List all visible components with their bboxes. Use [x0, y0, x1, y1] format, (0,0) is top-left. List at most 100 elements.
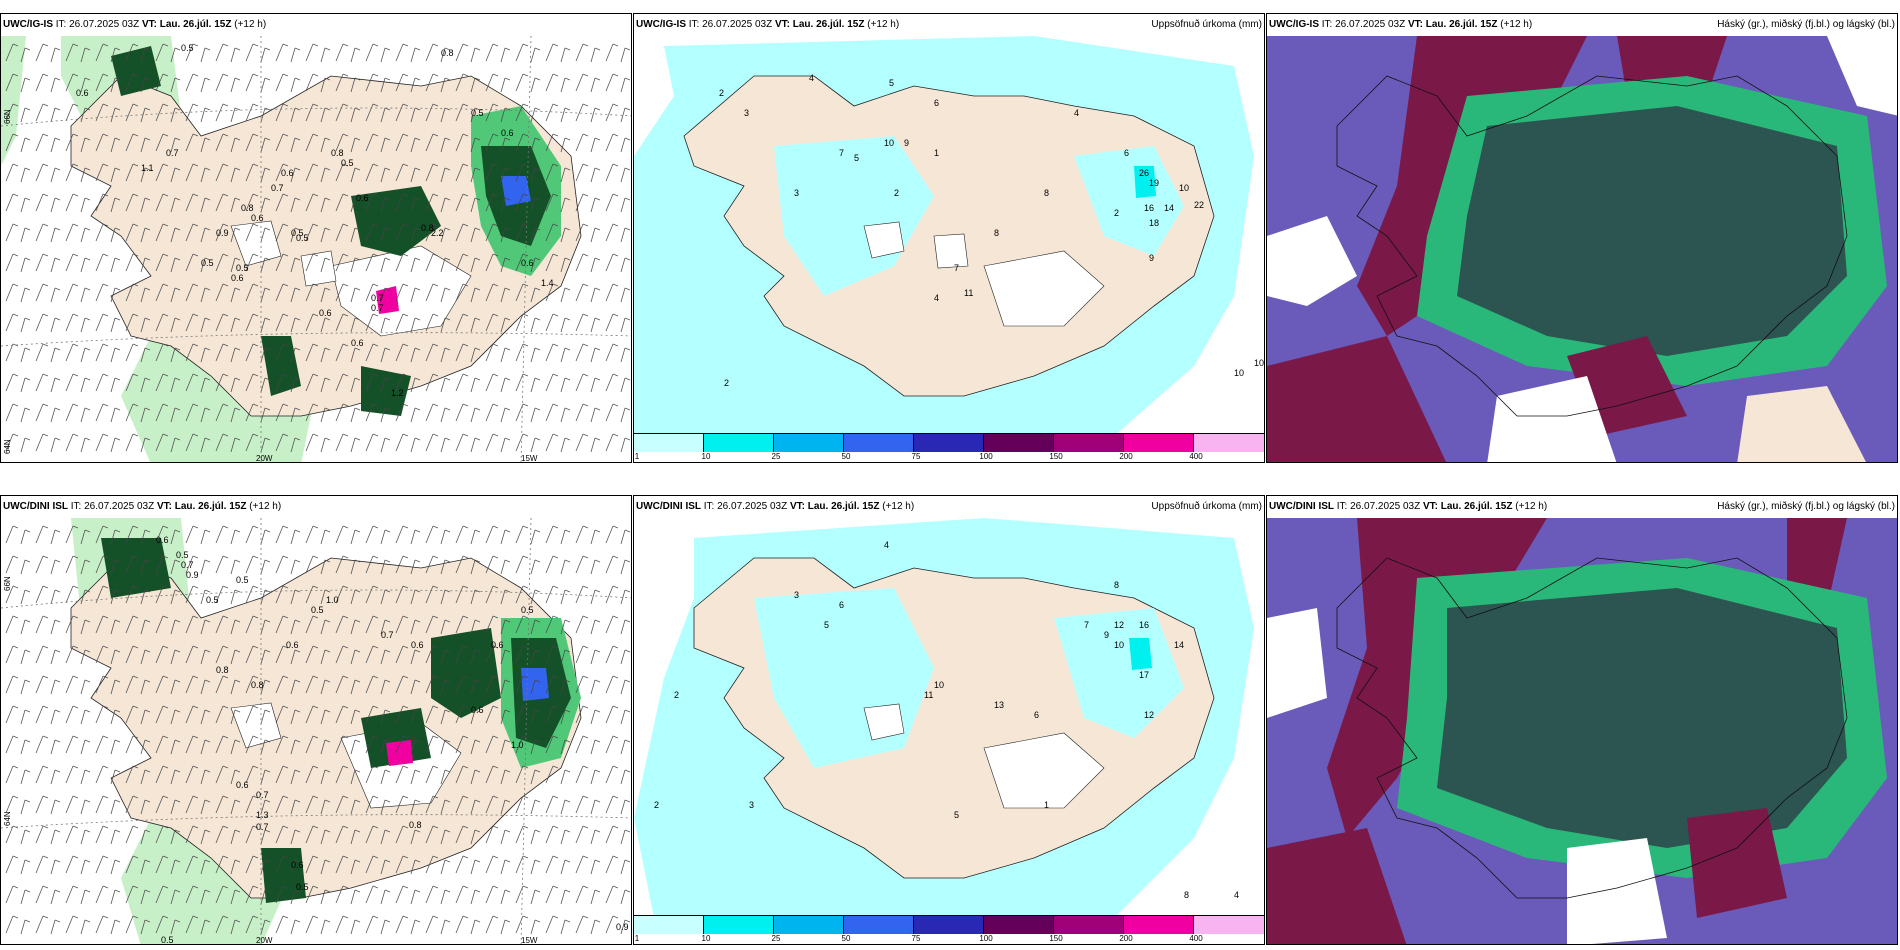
- init-label: IT:: [1336, 501, 1348, 512]
- colorbar-swatch: [1054, 434, 1124, 452]
- colorbar-swatch: [704, 916, 774, 934]
- valid-time: Lau. 26.júl. 15Z: [1440, 501, 1513, 512]
- value-label: 0.7: [371, 293, 384, 303]
- cloud-maroon-inner: [1687, 808, 1787, 918]
- cloud-maroon-south: [1267, 828, 1407, 944]
- value-label: 6: [1124, 148, 1129, 158]
- colorbar-label: 75: [911, 452, 921, 461]
- colorbar-label: 75: [911, 934, 921, 943]
- precip-values: 0.6 0.7 0.9 0.5 0.5 1.0 0.6 0.5 0.8 0.7 …: [156, 535, 629, 945]
- colorbar-label: 1: [634, 452, 640, 461]
- value-label: 4: [1234, 890, 1239, 900]
- value-label: 0.6: [351, 338, 364, 348]
- value-label: 0.7: [271, 183, 284, 193]
- coastline: [1336, 75, 1848, 417]
- panel-bottom-left-wind-precip: UWC/DINI ISL IT: 26.07.2025 03Z VT: Lau.…: [0, 495, 632, 945]
- value-label: 0.8: [241, 203, 254, 213]
- wind-barbs: [1, 36, 631, 462]
- lat-line-66n: [1, 589, 631, 609]
- colorbar-swatch: [1194, 434, 1264, 452]
- colorbar-label: 100: [979, 934, 993, 943]
- valid-label: VT:: [1407, 19, 1423, 30]
- lat-label-66n: 66N: [3, 109, 12, 124]
- value-label: 12: [1144, 710, 1154, 720]
- precip-area-peak: [1129, 638, 1152, 670]
- lead-time: (+12 h): [1515, 501, 1548, 512]
- value-label: 0.7: [381, 630, 394, 640]
- init-time: 26.07.2025 03Z: [1335, 19, 1406, 30]
- colorbar-label: 10: [701, 452, 711, 461]
- value-label: 0.5: [161, 935, 174, 945]
- valid-time: Lau. 26.júl. 15Z: [807, 501, 880, 512]
- value-label: 10: [1254, 358, 1264, 368]
- precip-colorbar: 1 10 25 50 75 100 150 200 400: [634, 915, 1264, 944]
- panel-title: UWC/IG-IS IT: 26.07.2025 03Z VT: Lau. 26…: [1, 14, 631, 36]
- value-label: 0.6: [236, 780, 249, 790]
- lead-time: (+12 h): [867, 19, 900, 30]
- colorbar-label: 200: [1119, 452, 1133, 461]
- value-label: 6: [1034, 710, 1039, 720]
- colorbar-swatch: [634, 916, 704, 934]
- valid-time: Lau. 26.júl. 15Z: [159, 19, 232, 30]
- colorbar-swatch: [914, 916, 984, 934]
- value-label: 3: [794, 590, 799, 600]
- cloud-white-south: [1567, 838, 1667, 944]
- colorbar-label: 25: [771, 934, 781, 943]
- value-label: 0.5: [296, 233, 309, 243]
- colorbar-label: 150: [1049, 934, 1063, 943]
- valid-label: VT:: [156, 501, 172, 512]
- value-label: 14: [1174, 640, 1184, 650]
- value-label: 1.1: [141, 163, 154, 173]
- value-label: 0.6: [491, 640, 504, 650]
- colorbar-swatch: [914, 434, 984, 452]
- map-area: 2 3 4 5 6 7 10 9 5 8 2 3 1 4 7 11 4 6 2 …: [634, 36, 1264, 436]
- init-time: 26.07.2025 03Z: [84, 501, 155, 512]
- precip-values: 2 3 4 5 6 7 10 9 5 8 2 3 1 4 7 11 4 6 2 …: [719, 73, 1264, 388]
- precip-area-inland-2: [1054, 608, 1184, 738]
- lon-label-20w: 20W: [256, 454, 273, 463]
- map-area: [1267, 36, 1897, 462]
- value-label: 0.7: [166, 148, 179, 158]
- cloud-white-ne: [1827, 36, 1897, 116]
- lon-label-15w: 15W: [521, 936, 538, 945]
- value-label: 0.5: [236, 575, 249, 585]
- valid-time: Lau. 26.júl. 15Z: [174, 501, 247, 512]
- value-label: 5: [854, 153, 859, 163]
- value-label: 9: [904, 138, 909, 148]
- value-label: 0.8: [441, 48, 454, 58]
- lat-label-66n: 66N: [3, 576, 12, 591]
- colorbar-swatch: [1054, 916, 1124, 934]
- precip-field-title: Uppsöfnuð úrkoma (mm): [1151, 14, 1262, 36]
- value-label: 9: [1104, 630, 1109, 640]
- ice-cap-langjokull: [863, 703, 905, 741]
- precip-values: 2 4 3 6 5 8 10 11 9 7 12 16 14 17 10 13 …: [654, 540, 1239, 900]
- cloud-white-west: [1267, 608, 1327, 718]
- value-label: 0.5: [176, 550, 189, 560]
- colorbar-label: 50: [841, 934, 851, 943]
- colorbar-label: 400: [1189, 452, 1203, 461]
- cloud-dark-core: [1437, 588, 1847, 848]
- model-name: UWC/IG-IS: [1269, 19, 1319, 30]
- lat-line-64n: [1, 332, 631, 347]
- colorbar-label: 1: [634, 934, 640, 943]
- value-label: 17: [1139, 670, 1149, 680]
- init-time: 26.07.2025 03Z: [702, 19, 773, 30]
- value-label: 0.9: [216, 228, 229, 238]
- init-time: 26.07.2025 03Z: [1350, 501, 1421, 512]
- value-label: 2: [724, 378, 729, 388]
- panel-title: UWC/DINI ISL IT: 26.07.2025 03Z VT: Lau.…: [1, 496, 631, 518]
- value-label: 16: [1139, 620, 1149, 630]
- precip-colorbar: 1 10 25 50 75 100 150 200 400: [634, 433, 1264, 462]
- value-label: 0.5: [236, 263, 249, 273]
- value-label: 8: [1114, 580, 1119, 590]
- lead-time: (+12 h): [249, 501, 282, 512]
- colorbar-swatch: [984, 916, 1054, 934]
- ice-cap-langjokull: [863, 221, 905, 259]
- model-name: UWC/IG-IS: [636, 19, 686, 30]
- value-label: 0.6: [521, 258, 534, 268]
- map-svg: 0.6 0.7 0.9 0.5 0.5 1.0 0.6 0.5 0.8 0.7 …: [1, 518, 631, 945]
- colorbar-swatch: [1124, 434, 1194, 452]
- value-label: 0.8: [409, 820, 422, 830]
- value-label: 0.5: [181, 43, 194, 53]
- precip-area-peak: [1134, 166, 1156, 198]
